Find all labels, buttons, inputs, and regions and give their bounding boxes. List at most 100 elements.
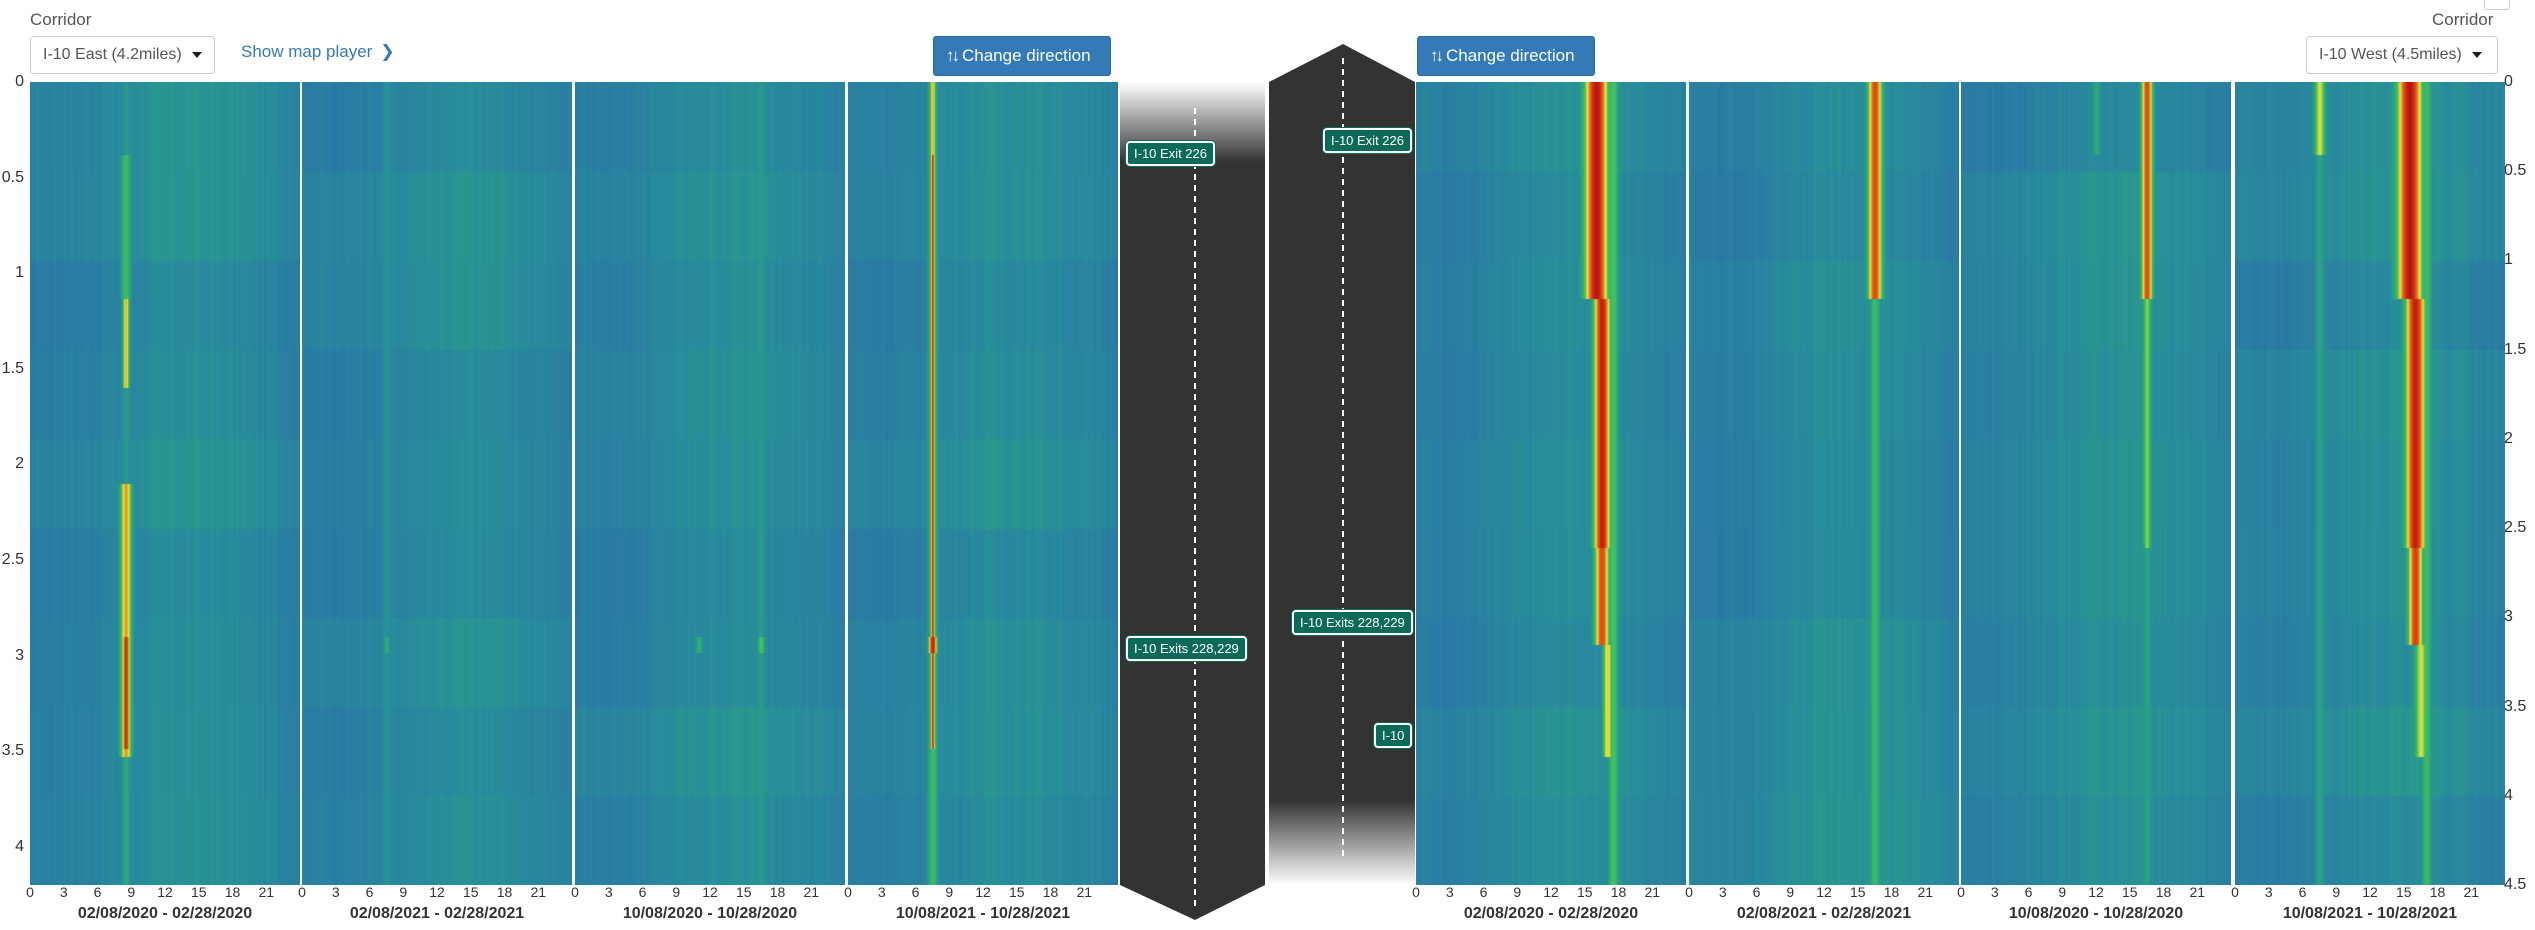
- hour-tick-label: 6: [365, 884, 374, 900]
- panel-date-range: 10/08/2021 - 10/28/2021: [2282, 905, 2458, 922]
- hour-tick-label: 15: [190, 884, 207, 900]
- hour-axis: 0 3 6 9 12 15 18 21: [1957, 884, 2231, 904]
- hour-tick-label: 15: [2121, 884, 2138, 900]
- hour-tick-label: 18: [224, 884, 241, 900]
- y-tick-label: 0.5: [1, 168, 24, 186]
- y-tick-label: 2.5: [1, 550, 24, 568]
- heatmap-canvas[interactable]: [575, 82, 845, 885]
- y-tick-label: 2: [15, 455, 24, 473]
- hour-tick-label: 3: [59, 884, 68, 900]
- panel-date-range: 02/08/2021 - 02/28/2021: [1736, 905, 1912, 922]
- hour-tick-label: 6: [2024, 884, 2033, 900]
- hour-tick-label: 9: [945, 884, 954, 900]
- hour-tick-label: 6: [93, 884, 102, 900]
- heatmap-canvas[interactable]: [1689, 82, 1959, 885]
- heatmap-canvas[interactable]: [302, 82, 572, 885]
- heatmap-canvas[interactable]: [30, 82, 300, 885]
- hour-tick-label: 21: [1917, 884, 1934, 900]
- hour-tick-label: 21: [1644, 884, 1661, 900]
- y-tick-label: 0: [15, 73, 24, 90]
- panel-date-range: 10/08/2020 - 10/28/2020: [622, 905, 798, 922]
- hour-tick-label: 0: [1412, 884, 1420, 900]
- hour-tick-label: 15: [2395, 884, 2412, 900]
- speed-heatmap-panel[interactable]: [30, 82, 300, 885]
- left-corridor-select[interactable]: I-10 East (4.2miles): [30, 36, 215, 74]
- heatmap-canvas[interactable]: [2235, 82, 2505, 885]
- eastbound-lane: [1120, 82, 1265, 920]
- sign-left-exits-228-229: I-10 Exits 228,229: [1126, 636, 1247, 661]
- hour-tick-label: 0: [844, 884, 852, 900]
- hour-tick-label: 3: [2264, 884, 2273, 900]
- hour-tick-label: 0: [26, 884, 34, 900]
- hour-axis: 0 3 6 9 12 15 18 21: [1412, 884, 1686, 904]
- hour-tick-label: 9: [1513, 884, 1522, 900]
- hour-tick-label: 21: [2463, 884, 2480, 900]
- hour-tick-label: 6: [911, 884, 920, 900]
- speed-heatmap-panel[interactable]: [2235, 82, 2505, 885]
- hour-tick-label: 12: [2088, 884, 2104, 900]
- hour-tick-label: 12: [975, 884, 991, 900]
- left-corridor-label: Corridor: [30, 10, 92, 29]
- sign-right-exits-228-229: I-10 Exits 228,229: [1292, 610, 1413, 635]
- hour-tick-label: 12: [157, 884, 173, 900]
- hour-tick-label: 15: [1576, 884, 1593, 900]
- speed-heatmap-panel[interactable]: [1689, 82, 1959, 885]
- swap-vertical-icon: ↑↓: [1430, 46, 1444, 65]
- left-change-direction-label: Change direction: [962, 46, 1091, 65]
- hour-tick-label: 9: [672, 884, 681, 900]
- hour-tick-label: 21: [2189, 884, 2206, 900]
- hour-tick-label: 21: [258, 884, 275, 900]
- panel-date-range: 10/08/2020 - 10/28/2020: [2008, 905, 2184, 922]
- hour-tick-label: 0: [1685, 884, 1693, 900]
- show-map-player-link[interactable]: Show map player ❯: [241, 42, 395, 62]
- speed-heatmap-panel[interactable]: [575, 82, 845, 885]
- corner-control[interactable]: [2484, 0, 2510, 10]
- sign-left-exit-226: I-10 Exit 226: [1126, 141, 1215, 166]
- hour-tick-label: 9: [2058, 884, 2067, 900]
- left-change-direction-button[interactable]: ↑↓ Change direction: [933, 36, 1111, 76]
- hour-tick-label: 18: [2429, 884, 2446, 900]
- y-tick-label: 2.5: [2504, 519, 2527, 537]
- heatmap-canvas[interactable]: [1416, 82, 1686, 885]
- speed-heatmap-panel[interactable]: [302, 82, 572, 885]
- swap-vertical-icon: ↑↓: [946, 46, 960, 65]
- hour-tick-label: 12: [702, 884, 718, 900]
- hour-axis: 0 3 6 9 12 15 18 21: [2231, 884, 2505, 904]
- right-corridor-select[interactable]: I-10 West (4.5miles): [2306, 36, 2498, 74]
- y-tick-label: 4: [2504, 786, 2513, 804]
- y-tick-label: 1: [2504, 251, 2513, 269]
- hour-tick-label: 3: [1718, 884, 1727, 900]
- speed-heatmap-panel[interactable]: [1961, 82, 2231, 885]
- hour-tick-label: 12: [1816, 884, 1832, 900]
- hour-tick-label: 9: [2332, 884, 2341, 900]
- caret-down-icon: [2471, 52, 2482, 58]
- hour-tick-label: 18: [769, 884, 786, 900]
- y-tick-label: 2: [2504, 429, 2513, 447]
- speed-heatmap-panel[interactable]: [1416, 82, 1686, 885]
- caret-down-icon: [191, 52, 202, 58]
- left-distance-axis: 0 0.5 1 1.5 2 2.5 3 3.5 4: [0, 0, 28, 930]
- y-tick-label: 3: [15, 646, 24, 664]
- hour-tick-label: 0: [2231, 884, 2239, 900]
- hour-tick-label: 3: [877, 884, 886, 900]
- right-distance-axis: 0 0.5 1 1.5 2 2.5 3 3.5 4 4.5: [2500, 0, 2535, 930]
- heatmap-canvas[interactable]: [1961, 82, 2231, 885]
- heatmap-canvas[interactable]: [848, 82, 1118, 885]
- y-tick-label: 1.5: [1, 359, 24, 377]
- y-tick-label: 4.5: [2504, 876, 2527, 893]
- hour-axis: 0 3 6 9 12 15 18 21: [571, 884, 845, 904]
- hour-tick-label: 0: [1957, 884, 1965, 900]
- y-tick-label: 1: [15, 264, 24, 282]
- hour-axis: 0 3 6 9 12 15 18 21: [844, 884, 1118, 904]
- westbound-lane: [1269, 44, 1415, 885]
- sign-right-i-10: I-10: [1374, 723, 1413, 748]
- speed-heatmap-panel[interactable]: [848, 82, 1118, 885]
- sign-right-exit-226: I-10 Exit 226: [1323, 128, 1412, 153]
- hour-tick-label: 6: [638, 884, 647, 900]
- right-change-direction-button[interactable]: ↑↓ Change direction: [1417, 36, 1595, 76]
- left-corridor-select-value: I-10 East (4.2miles): [43, 46, 182, 63]
- hour-tick-label: 12: [2362, 884, 2378, 900]
- panel-date-range: 02/08/2020 - 02/28/2020: [1463, 905, 1639, 922]
- hour-tick-label: 0: [571, 884, 579, 900]
- hour-tick-label: 18: [1610, 884, 1627, 900]
